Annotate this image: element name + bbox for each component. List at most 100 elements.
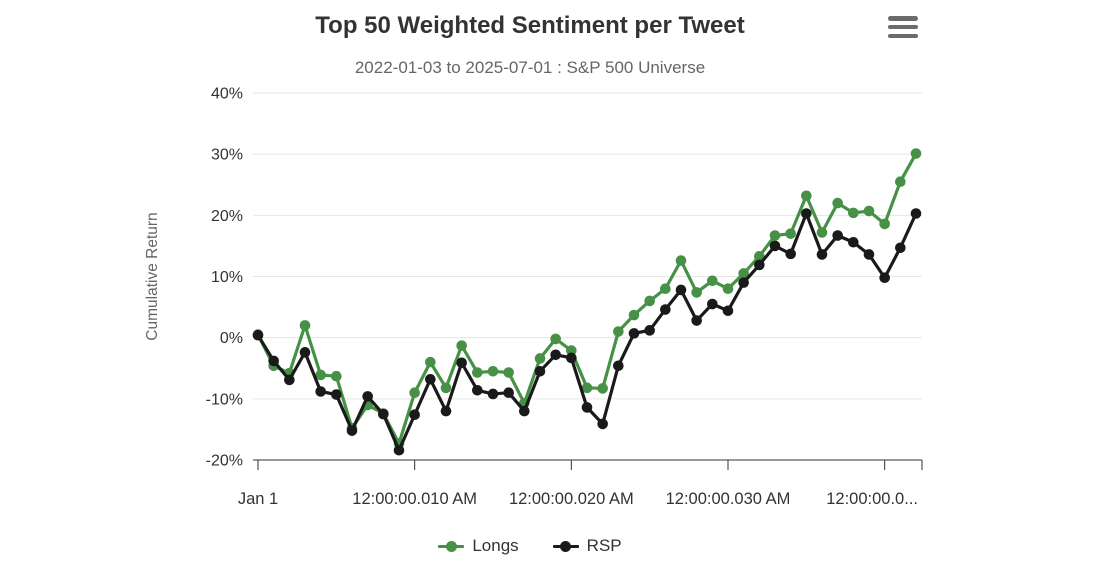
data-point-marker[interactable] — [331, 370, 342, 382]
data-point-marker[interactable] — [816, 227, 828, 238]
data-point-marker[interactable] — [707, 275, 718, 287]
y-axis-tick-label: 0% — [220, 330, 243, 347]
data-point-marker[interactable] — [550, 333, 561, 345]
data-point-marker[interactable] — [707, 298, 718, 310]
data-point-marker[interactable] — [487, 388, 499, 400]
legend-item-rsp[interactable]: RSP — [552, 536, 622, 556]
data-point-marker[interactable] — [660, 304, 671, 315]
x-axis-tick-label: 12:00:00.0... — [826, 490, 918, 508]
data-point-marker[interactable] — [675, 255, 687, 266]
data-point-marker[interactable] — [472, 367, 483, 378]
data-point-marker[interactable] — [879, 218, 890, 230]
data-point-marker[interactable] — [550, 349, 561, 361]
chart-subtitle: 2022-01-03 to 2025-07-01 : S&P 500 Unive… — [354, 58, 706, 77]
data-point-marker[interactable] — [331, 389, 342, 400]
data-point-marker[interactable] — [597, 418, 608, 430]
data-point-marker[interactable] — [346, 425, 358, 436]
data-point-marker[interactable] — [754, 251, 765, 262]
data-point-marker[interactable] — [816, 249, 828, 260]
chart-frame: Top 50 Weighted Sentiment per Tweet 2022… — [120, 0, 940, 564]
data-point-marker[interactable] — [801, 208, 812, 219]
data-point-marker[interactable] — [754, 259, 765, 271]
x-axis-tick-label: 12:00:00.020 AM — [509, 490, 634, 508]
legend-label-longs: Longs — [472, 536, 519, 555]
data-point-marker[interactable] — [456, 340, 467, 351]
data-point-marker[interactable] — [895, 242, 906, 254]
data-point-marker[interactable] — [487, 366, 499, 377]
data-point-marker[interactable] — [691, 315, 702, 326]
data-point-marker[interactable] — [722, 305, 734, 317]
data-point-marker[interactable] — [863, 249, 875, 260]
data-point-marker[interactable] — [832, 230, 843, 241]
data-point-marker[interactable] — [566, 352, 577, 364]
data-point-marker[interactable] — [738, 268, 749, 279]
data-point-marker[interactable] — [409, 387, 420, 399]
longs-series-marker-icon — [438, 540, 465, 553]
data-point-marker[interactable] — [738, 277, 749, 288]
y-axis-tick-label: 20% — [211, 208, 243, 225]
y-axis-tick-label: -10% — [206, 391, 243, 408]
data-point-marker[interactable] — [644, 325, 655, 336]
data-point-marker[interactable] — [691, 287, 702, 298]
legend: Longs RSP — [120, 536, 940, 556]
data-point-marker[interactable] — [393, 444, 405, 456]
data-point-marker[interactable] — [613, 360, 624, 372]
data-point-marker[interactable] — [315, 369, 326, 381]
data-point-marker[interactable] — [785, 248, 796, 260]
data-point-marker[interactable] — [440, 405, 452, 417]
data-point-marker[interactable] — [425, 356, 436, 368]
data-point-marker[interactable] — [895, 176, 906, 187]
data-point-marker[interactable] — [722, 283, 734, 295]
data-point-marker[interactable] — [425, 373, 436, 385]
y-axis-tick-label: 10% — [211, 269, 243, 286]
data-point-marker[interactable] — [597, 383, 608, 394]
data-point-marker[interactable] — [848, 236, 859, 248]
data-point-marker[interactable] — [660, 283, 671, 295]
data-point-marker[interactable] — [628, 328, 640, 339]
data-point-marker[interactable] — [440, 382, 452, 394]
data-point-marker[interactable] — [769, 240, 781, 252]
legend-item-longs[interactable]: Longs — [438, 536, 519, 556]
data-point-marker[interactable] — [832, 197, 843, 209]
data-point-marker[interactable] — [299, 347, 311, 358]
series-rsp[interactable] — [252, 208, 922, 456]
data-point-marker[interactable] — [315, 386, 326, 397]
data-point-marker[interactable] — [362, 391, 373, 402]
data-point-marker[interactable] — [581, 382, 593, 394]
data-point-marker[interactable] — [456, 357, 467, 369]
legend-label-rsp: RSP — [586, 536, 622, 555]
hamburger-menu-icon — [888, 33, 918, 38]
data-point-marker[interactable] — [581, 402, 593, 413]
data-point-marker[interactable] — [534, 366, 546, 377]
x-axis-tick-label: 12:00:00.010 AM — [352, 490, 477, 508]
data-point-marker[interactable] — [769, 230, 781, 241]
data-point-marker[interactable] — [785, 228, 796, 239]
x-axis-tick-label: 12:00:00.030 AM — [666, 490, 791, 508]
data-point-marker[interactable] — [675, 284, 687, 296]
data-point-marker[interactable] — [409, 409, 420, 421]
data-point-marker[interactable] — [879, 272, 890, 284]
data-point-marker[interactable] — [519, 405, 530, 417]
data-point-marker[interactable] — [268, 355, 279, 367]
data-point-marker[interactable] — [378, 408, 389, 420]
data-point-marker[interactable] — [566, 345, 577, 356]
data-point-marker[interactable] — [628, 309, 640, 321]
data-point-marker[interactable] — [863, 205, 875, 217]
chart-menu-button[interactable] — [888, 16, 918, 38]
data-point-marker[interactable] — [503, 367, 514, 378]
data-point-marker[interactable] — [284, 374, 295, 386]
data-point-marker[interactable] — [534, 353, 546, 364]
chart-title: Top 50 Weighted Sentiment per Tweet — [315, 12, 745, 39]
data-point-marker[interactable] — [910, 208, 922, 219]
data-point-marker[interactable] — [801, 190, 812, 202]
data-point-marker[interactable] — [644, 295, 655, 307]
data-point-marker[interactable] — [613, 326, 624, 337]
data-point-marker[interactable] — [472, 384, 483, 396]
data-point-marker[interactable] — [848, 207, 859, 219]
data-point-marker[interactable] — [252, 329, 264, 341]
data-point-marker[interactable] — [910, 148, 922, 159]
data-point-marker[interactable] — [299, 320, 311, 331]
data-point-marker[interactable] — [503, 387, 514, 399]
